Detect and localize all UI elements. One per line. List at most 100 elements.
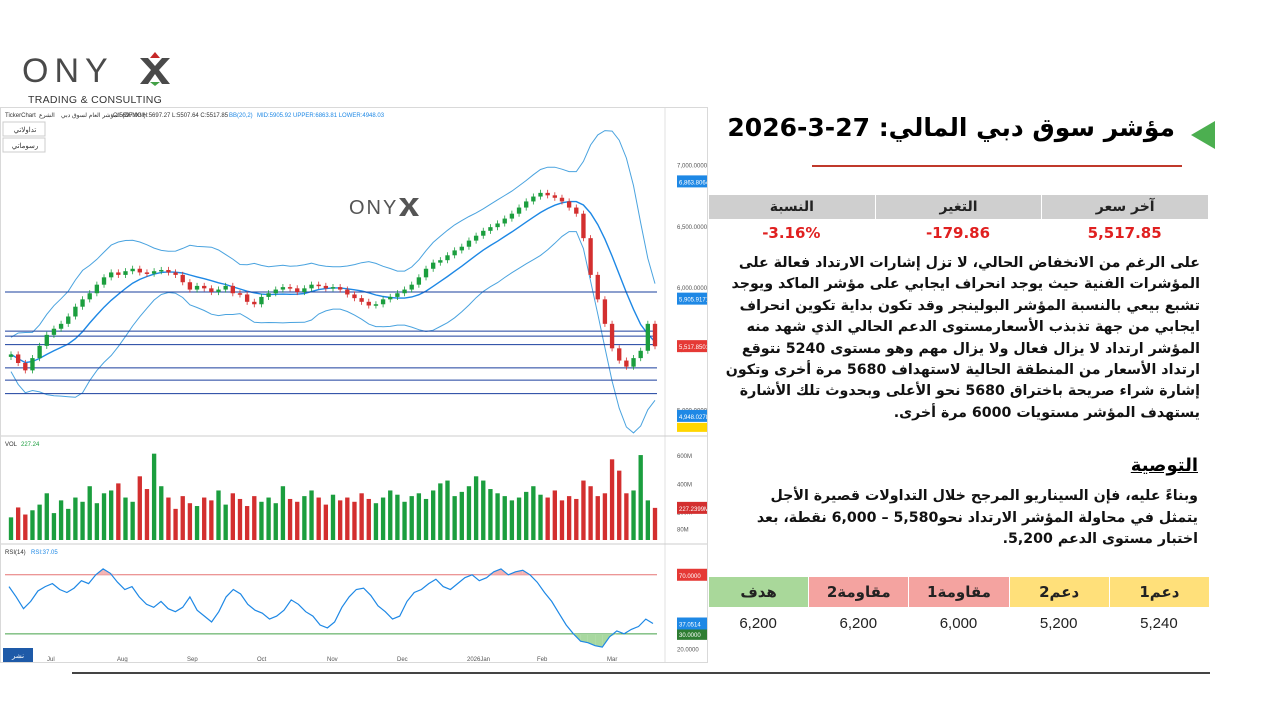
price-candle <box>109 272 114 278</box>
price-tag-label: 5,905.9171 <box>679 298 708 304</box>
volume-bar <box>237 498 243 540</box>
x-axis-label: Dec <box>397 657 408 663</box>
volume-bar <box>266 497 271 540</box>
volume-bar <box>109 490 114 540</box>
volume-bar <box>373 503 379 540</box>
chart-watermark-x <box>399 198 419 216</box>
level-support-2: دعم2 <box>1008 577 1109 607</box>
price-candle <box>388 296 393 300</box>
volume-bar <box>116 483 121 540</box>
volume-bar <box>488 489 493 540</box>
price-axis-tick: 7,000.0000 <box>677 164 708 170</box>
price-table-header: آخر سعر التغير النسبة <box>707 195 1208 219</box>
price-candle <box>645 323 651 351</box>
price-candle <box>559 197 565 202</box>
volume-label: VOL <box>5 442 18 448</box>
volume-axis-tick: 600M <box>677 454 692 460</box>
price-candle <box>309 284 314 289</box>
volume-bar <box>609 459 615 540</box>
volume-bar <box>388 490 393 540</box>
price-candle <box>94 284 100 294</box>
volume-bar <box>130 501 135 540</box>
rsi-axis-tick: 70.0000 <box>679 574 701 580</box>
volume-bar <box>574 498 579 540</box>
volume-bar <box>187 503 193 540</box>
volume-bar <box>80 501 85 540</box>
price-candle <box>144 272 150 274</box>
volume-bar <box>252 496 257 540</box>
chart-bb-label: BB(20,2) <box>229 113 253 119</box>
value-percent: -3.16% <box>762 224 821 242</box>
price-candle <box>44 334 49 346</box>
volume-bar <box>524 491 529 540</box>
triangle-bullet-icon <box>1191 121 1215 149</box>
price-candle <box>538 192 543 197</box>
volume-bar <box>380 497 386 540</box>
logo-x-mark <box>140 52 170 86</box>
price-candle <box>466 240 472 247</box>
rsi-oversold-fill <box>587 633 596 646</box>
price-candle <box>352 294 357 299</box>
price-candle <box>323 285 329 289</box>
price-candle <box>337 287 343 290</box>
price-candle <box>416 277 422 285</box>
price-candle <box>37 345 42 359</box>
volume-bar <box>495 493 500 540</box>
price-candle <box>473 235 479 241</box>
volume-bar <box>87 486 92 540</box>
price-tag-label: 6,863.8064 <box>679 180 708 186</box>
levels-header: دعم1 دعم2 مقاومة1 مقاومة2 هدف <box>707 577 1209 607</box>
header-last-price: آخر سعر <box>1041 195 1208 219</box>
level-resistance-2: مقاومة2 <box>808 577 909 607</box>
price-candle <box>402 289 407 294</box>
volume-bar <box>23 514 28 540</box>
level-target: هدف <box>707 577 809 607</box>
price-tag <box>677 409 707 422</box>
price-candle <box>287 287 293 289</box>
price-candle <box>552 195 557 198</box>
volume-bar <box>595 496 600 540</box>
lower-tag-badge <box>677 422 707 432</box>
volume-bar <box>15 507 21 540</box>
page-title: مؤشر سوق دبي المالي: 27-3-2026 <box>727 113 1175 142</box>
price-table: آخر سعر التغير النسبة 5,517.85 -179.86 -… <box>707 195 1208 247</box>
volume-bar <box>409 496 414 540</box>
volume-tag-label: 227.2399M <box>679 507 708 513</box>
publish-button-label: نشر <box>11 653 24 660</box>
price-candle <box>574 207 579 214</box>
volume-bar <box>445 480 450 540</box>
volume-bar <box>459 491 464 540</box>
volume-bar <box>244 506 250 540</box>
price-candle <box>137 268 142 273</box>
volume-bar <box>137 476 142 540</box>
price-candle <box>237 293 243 295</box>
price-candle <box>166 269 171 273</box>
rsi-tag <box>677 617 707 630</box>
price-candle <box>502 218 507 224</box>
title-block: مؤشر سوق دبي المالي: 27-3-2026 <box>727 113 1215 153</box>
index-chart[interactable]: TickerChart الشرع المؤشر العام لسوق دبي (D… <box>0 107 708 663</box>
price-candle <box>438 260 443 263</box>
price-tag-label: 4,948.0278 <box>679 415 708 421</box>
price-candle <box>602 299 608 324</box>
volume-bar <box>73 497 78 540</box>
volume-bar <box>602 493 608 540</box>
volume-bar <box>151 453 157 540</box>
volume-bar <box>431 490 436 540</box>
price-candle <box>280 287 286 290</box>
volume-bar <box>180 496 185 540</box>
onyx-logo: ONY TRADING & CONSULTING <box>18 48 178 108</box>
volume-bar <box>337 500 343 540</box>
volume-bar <box>259 501 264 540</box>
bollinger-lower-band <box>10 231 656 434</box>
level-value-resistance-1: 6,000 <box>939 615 978 632</box>
volume-bar <box>617 470 622 540</box>
price-candle <box>173 272 178 275</box>
volume-bar <box>101 493 107 540</box>
chart-symbol-label: المؤشر العام لسوق دبي (DFMGI) <box>61 112 146 119</box>
volume-bar <box>631 490 636 540</box>
volume-bar <box>402 501 407 540</box>
volume-bar <box>44 493 49 540</box>
publish-button <box>3 648 33 662</box>
volume-tag <box>677 501 707 514</box>
